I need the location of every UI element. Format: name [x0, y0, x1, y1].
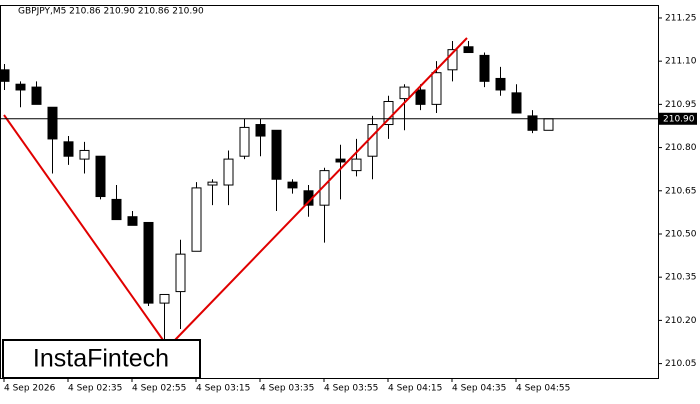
candle-body: [159, 293, 170, 304]
y-tick-label: 210.65: [665, 186, 697, 196]
candle-body: [399, 86, 410, 100]
current-price-box: [659, 112, 697, 125]
candle-body: [143, 221, 154, 304]
y-tick-label: 210.80: [665, 143, 697, 153]
x-tick-label: 4 Sep 02:35: [68, 384, 122, 394]
x-tick-label: 4 Sep 2026: [4, 384, 56, 394]
y-tick-label: 210.05: [665, 359, 697, 369]
candle-body: [0, 69, 10, 82]
candle-body: [415, 89, 426, 105]
candle-body: [79, 149, 90, 160]
y-tick-label: 210.20: [665, 316, 697, 326]
y-tick-label: 210.35: [665, 273, 697, 283]
x-tick-label: 4 Sep 04:55: [516, 384, 570, 394]
y-tick-label: 210.95: [665, 100, 697, 110]
y-tick-label: 210.50: [665, 229, 697, 239]
candle-body: [175, 253, 186, 293]
pattern-line: [174, 37, 468, 341]
candle-body: [127, 216, 138, 226]
candle-body: [543, 118, 554, 131]
candle-body: [223, 158, 234, 186]
x-tick-label: 4 Sep 04:35: [452, 384, 506, 394]
candle-body: [383, 100, 394, 126]
y-tick-label: 211.10: [665, 57, 697, 67]
candle-body: [191, 187, 202, 252]
candle-body: [511, 92, 522, 114]
logo: InstaFintech: [33, 345, 169, 373]
candle-body: [319, 170, 330, 206]
candle-body: [431, 72, 442, 105]
candle-body: [287, 181, 298, 189]
logo-box: [2, 339, 201, 379]
candle-body: [31, 86, 42, 105]
candle-body: [271, 129, 282, 180]
candle-body: [351, 158, 362, 172]
candle-body: [463, 46, 474, 54]
candle-body: [495, 77, 506, 91]
x-tick-label: 4 Sep 03:35: [260, 384, 314, 394]
candle-body: [335, 158, 346, 163]
candle-body: [527, 115, 538, 131]
x-tick-label: 4 Sep 03:15: [196, 384, 250, 394]
candle-body: [207, 181, 218, 186]
candle-body: [239, 126, 250, 157]
plot-frame: [0, 5, 659, 379]
candle-body: [95, 155, 106, 198]
candle-body: [63, 141, 74, 157]
candle-body: [255, 124, 266, 137]
candle-body: [47, 106, 58, 140]
candle-body: [447, 49, 458, 71]
x-tick-label: 4 Sep 03:55: [324, 384, 378, 394]
candle-body: [111, 198, 122, 221]
current-price-label: 210.90: [663, 114, 695, 124]
chart-title: GBPJPY,M5 210.86 210.90 210.86 210.90: [18, 7, 204, 17]
x-tick-label: 4 Sep 04:15: [388, 384, 442, 394]
candle-body: [479, 54, 490, 82]
x-tick-label: 4 Sep 02:55: [132, 384, 186, 394]
candle-body: [15, 83, 26, 91]
marks: [0, 41, 554, 341]
pattern-line: [3, 114, 164, 341]
y-tick-label: 211.25: [665, 13, 697, 23]
